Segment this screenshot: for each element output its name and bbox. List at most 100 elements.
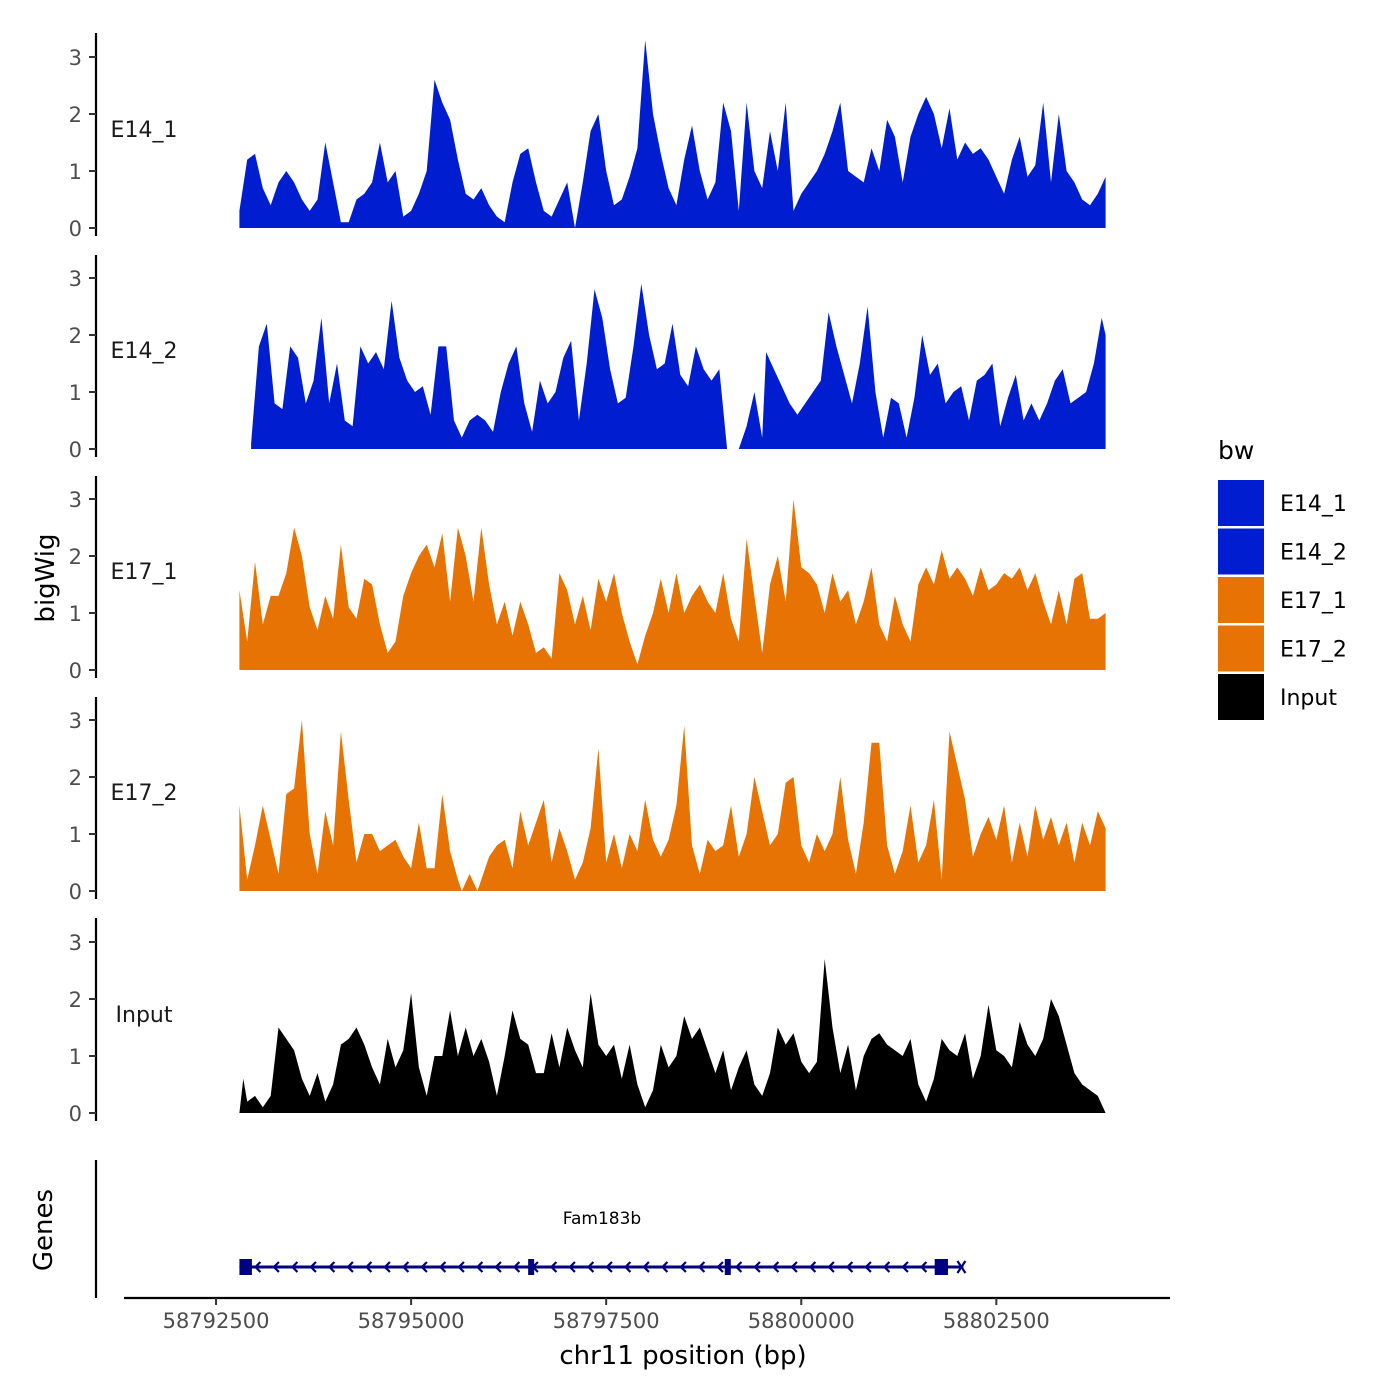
x-tick-label: 58792500	[163, 1309, 270, 1333]
strand-arrow	[327, 1261, 336, 1273]
y-tick-label: 3	[69, 267, 82, 291]
strand-arrow	[790, 1261, 798, 1273]
coverage-area-e17-2	[239, 720, 1106, 891]
strand-arrow	[864, 1261, 872, 1273]
strand-arrow	[383, 1261, 391, 1273]
track-panel-e17-2: 0 1 2 3 E17_2	[69, 697, 1106, 904]
strand-arrow	[901, 1261, 909, 1273]
track-panel-input: 0 1 2 3 Input	[69, 918, 1106, 1126]
strand-arrow	[475, 1261, 484, 1273]
strand-arrow	[512, 1261, 521, 1273]
genes-axis-title: Genes	[29, 1189, 59, 1271]
y-tick-label: 2	[69, 545, 82, 569]
strand-arrow	[697, 1261, 706, 1273]
gene-track-panel: Fam183b	[94, 1160, 967, 1298]
track-panel-e14-2: 0 1 2 3 E14_2	[69, 255, 1106, 462]
x-axis-title: chr11 position (bp)	[559, 1341, 806, 1371]
legend-label: E14_2	[1280, 541, 1347, 566]
strand-arrow	[272, 1261, 280, 1273]
track-panel-e14-1: 0 1 2 3 E14_1	[69, 33, 1106, 241]
legend-label: E14_1	[1280, 492, 1347, 517]
strand-arrow	[771, 1261, 780, 1273]
track-label: E17_1	[111, 560, 178, 585]
y-tick-label: 1	[69, 602, 82, 626]
strand-arrow	[734, 1261, 743, 1273]
strand-arrow	[494, 1261, 502, 1273]
strand-arrow	[309, 1261, 317, 1273]
track-label: E17_2	[111, 781, 178, 806]
strand-arrow	[827, 1261, 835, 1273]
coverage-area-e14-1	[239, 39, 1106, 229]
track-panels: 0 1 2 3 E14_1 0 1 2 3 E14_2 0 1 2 3 E17_1 0 1 2 3 E17_2 0 1 2 3…	[69, 33, 1106, 1126]
y-tick-label: 0	[69, 438, 82, 462]
track-panel-e17-1: 0 1 2 3 E17_1	[69, 476, 1106, 683]
y-tick-label: 0	[69, 880, 82, 904]
exon	[724, 1259, 731, 1275]
legend-swatch	[1218, 480, 1264, 526]
y-tick-label: 3	[69, 488, 82, 512]
strand-arrow	[290, 1261, 299, 1273]
strand-arrow	[457, 1261, 465, 1273]
y-tick-label: 1	[69, 160, 82, 184]
x-axis: 58792500 58795000 58797500 58800000 58802500	[124, 1296, 1170, 1333]
coverage-area-input	[239, 959, 1106, 1113]
legend-swatch	[1218, 625, 1264, 672]
y-tick-label: 3	[69, 46, 82, 70]
strand-arrow	[882, 1261, 891, 1273]
gene-end-mark	[956, 1260, 967, 1274]
strand-arrow	[808, 1261, 817, 1273]
strand-arrow	[568, 1261, 576, 1273]
strand-arrow	[438, 1261, 447, 1273]
strand-arrow	[642, 1261, 650, 1273]
strand-arrow	[753, 1261, 761, 1273]
y-tick-label: 1	[69, 1045, 82, 1069]
exon	[934, 1259, 948, 1275]
strand-arrow	[401, 1261, 410, 1273]
strand-arrow	[623, 1261, 632, 1273]
coverage-area-e14-2	[251, 283, 1106, 449]
legend-swatch	[1218, 674, 1264, 720]
y-tick-label: 0	[69, 217, 82, 241]
strand-arrow	[346, 1261, 354, 1273]
strand-arrow	[586, 1261, 595, 1273]
legend-label: E17_2	[1280, 638, 1347, 663]
gene-name-label: Fam183b	[563, 1209, 641, 1229]
strand-arrow	[364, 1261, 373, 1273]
x-tick-label: 58797500	[553, 1309, 660, 1333]
strand-arrow	[549, 1261, 558, 1273]
y-tick-label: 2	[69, 988, 82, 1012]
legend-swatch	[1218, 577, 1264, 623]
legend-label: Input	[1280, 686, 1337, 711]
strand-arrow	[605, 1261, 613, 1273]
strand-arrow	[660, 1261, 669, 1273]
y-tick-label: 2	[69, 324, 82, 348]
track-label: E14_2	[111, 339, 178, 364]
strand-arrow	[845, 1261, 854, 1273]
legend-swatch	[1218, 528, 1264, 575]
exon	[239, 1259, 252, 1275]
x-tick-label: 58800000	[748, 1309, 855, 1333]
legend-title: bw	[1218, 436, 1254, 465]
y-tick-label: 0	[69, 659, 82, 683]
track-label: E14_1	[111, 118, 178, 143]
y-tick-label: 2	[69, 766, 82, 790]
strand-arrow	[420, 1261, 428, 1273]
exon	[528, 1259, 535, 1275]
strand-arrow	[253, 1261, 262, 1273]
x-tick-label: 58795000	[358, 1309, 465, 1333]
y-tick-label: 3	[69, 931, 82, 955]
strand-arrow	[716, 1261, 724, 1273]
y-axis-title: bigWig	[31, 533, 61, 622]
coverage-area-e17-1	[239, 499, 1106, 670]
y-tick-label: 0	[69, 1102, 82, 1126]
y-tick-label: 3	[69, 709, 82, 733]
y-tick-label: 1	[69, 823, 82, 847]
legend-label: E17_1	[1280, 589, 1347, 614]
strand-arrow	[919, 1261, 928, 1273]
track-label: Input	[116, 1003, 173, 1028]
legend: bw E14_1 E14_2 E17_1 E17_2 Input	[1218, 436, 1347, 720]
y-tick-label: 2	[69, 103, 82, 127]
y-tick-label: 1	[69, 381, 82, 405]
x-tick-label: 58802500	[943, 1309, 1050, 1333]
